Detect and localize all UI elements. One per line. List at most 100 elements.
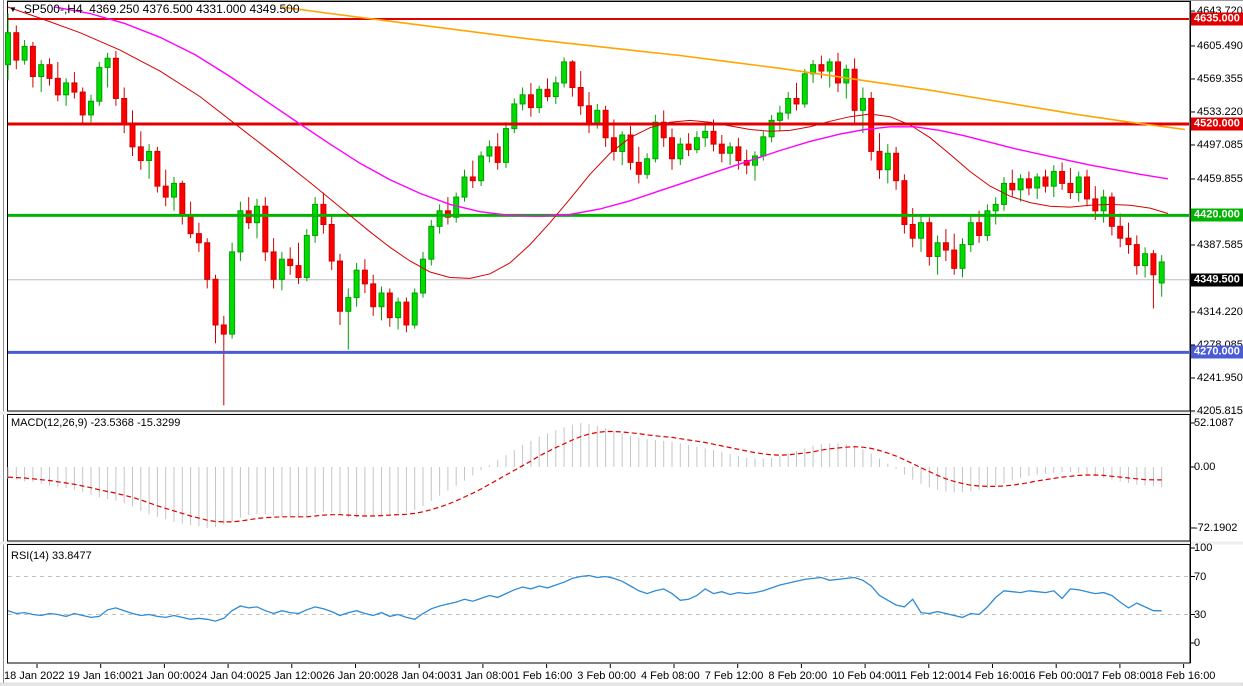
candle-body — [1059, 171, 1066, 184]
symbol-dropdown-icon[interactable]: ▼ — [9, 5, 17, 14]
candle-body — [1075, 176, 1082, 194]
candle-body — [337, 260, 343, 312]
candle-body — [403, 301, 410, 326]
price-axis-label: 4314.220 — [1197, 305, 1243, 318]
macd-signal-line — [7, 430, 1162, 523]
ma-slow-line — [281, 6, 1186, 131]
candle-body — [536, 88, 543, 109]
price-badge-4270.000: 4270.000 — [1191, 345, 1243, 359]
candle-body — [378, 292, 385, 308]
candle-body — [96, 66, 103, 102]
candle-body — [561, 61, 568, 84]
candle-body — [793, 97, 800, 105]
candle-body — [112, 57, 119, 99]
macd-axis-label: -72.1902 — [1194, 521, 1238, 534]
candle-body — [909, 223, 916, 239]
candle-body — [46, 64, 53, 79]
time-axis-label: 3 Feb 00:00 — [577, 670, 637, 682]
candle-body — [926, 222, 933, 257]
time-axis-label: 28 Jan 04:00 — [386, 670, 450, 682]
price-axis-label: 4387.585 — [1197, 238, 1243, 251]
candle-body — [586, 105, 592, 125]
time-axis-label: 31 Jan 08:00 — [449, 670, 514, 682]
candle-body — [1034, 176, 1041, 189]
candle-body — [785, 97, 792, 114]
candle-body — [594, 109, 601, 125]
symbol-label: SP500-,H4 — [23, 2, 83, 16]
candle-body — [959, 244, 966, 269]
candle-body — [121, 97, 128, 125]
candle-body — [494, 146, 501, 163]
price-axis-label: 4605.490 — [1197, 39, 1243, 52]
candle-body — [511, 103, 518, 130]
candle-body — [212, 278, 219, 326]
candle-body — [569, 61, 576, 88]
candle-body — [411, 292, 418, 326]
candle-body — [826, 61, 833, 72]
candle-body — [843, 68, 850, 84]
candle-body — [818, 64, 825, 72]
candle-body — [270, 251, 277, 280]
candle-body — [1084, 176, 1090, 200]
candle-body — [934, 242, 941, 257]
candle-body — [195, 233, 202, 244]
rsi-line — [7, 574, 1162, 622]
price-badge-4520.000: 4520.000 — [1191, 117, 1243, 131]
candle-body — [527, 94, 534, 109]
candle-body — [146, 150, 153, 162]
candle-body — [469, 176, 476, 182]
candle-body — [976, 222, 983, 236]
candle-body — [1133, 244, 1140, 267]
candle-body — [237, 210, 244, 253]
rsi-axis-label: 30 — [1194, 608, 1207, 621]
candle-body — [776, 112, 783, 121]
candle-body — [552, 82, 559, 98]
candle-body — [63, 82, 70, 96]
candle-body — [88, 100, 94, 116]
rsi-panel — [7, 544, 1191, 664]
time-axis-label: 26 Jan 20:00 — [322, 670, 387, 682]
candle-body — [395, 301, 402, 319]
candle-body — [220, 324, 227, 335]
candle-body — [420, 258, 426, 294]
candle-body — [345, 297, 352, 312]
candle-body — [1017, 178, 1024, 191]
candle-body — [577, 86, 584, 107]
candle-body — [677, 143, 684, 160]
candle-body — [5, 32, 11, 66]
time-axis-label: 8 Feb 20:00 — [768, 670, 828, 682]
time-axis-label: 18 Feb 16:00 — [1150, 670, 1216, 682]
time-axis-label: 7 Feb 12:00 — [704, 670, 764, 682]
candle-body — [21, 45, 28, 61]
price-badge-4420.000: 4420.000 — [1191, 208, 1243, 222]
candle-body — [278, 258, 285, 280]
candle-body — [918, 222, 924, 239]
rsi-axis-label: 100 — [1194, 542, 1213, 554]
candle-body — [436, 210, 443, 227]
candle-body — [693, 137, 700, 151]
candle-body — [702, 130, 709, 139]
candle-body — [984, 210, 991, 236]
candle-body — [13, 32, 20, 61]
candle-body — [1050, 171, 1057, 187]
time-axis-label: 1 Feb 16:00 — [513, 670, 573, 682]
candle-body — [187, 214, 194, 235]
candle-body — [610, 137, 617, 152]
candle-body — [644, 158, 651, 175]
price-axis-label: 4533.220 — [1197, 105, 1243, 118]
candle-body — [154, 150, 161, 187]
candle-body — [370, 283, 377, 308]
time-axis-label: 11 Feb 12:00 — [895, 670, 960, 682]
candle-body — [627, 134, 634, 163]
candle-body — [669, 137, 675, 160]
candle-body — [486, 146, 493, 157]
candle-body — [710, 130, 717, 145]
candle-body — [884, 152, 891, 171]
candle-body — [1108, 196, 1115, 227]
candle-body — [71, 82, 78, 93]
rsi-axis-label: 70 — [1194, 570, 1207, 583]
time-axis-label: 4 Feb 08:00 — [641, 670, 700, 682]
candle-body — [1009, 182, 1016, 191]
candle-body — [478, 155, 485, 182]
